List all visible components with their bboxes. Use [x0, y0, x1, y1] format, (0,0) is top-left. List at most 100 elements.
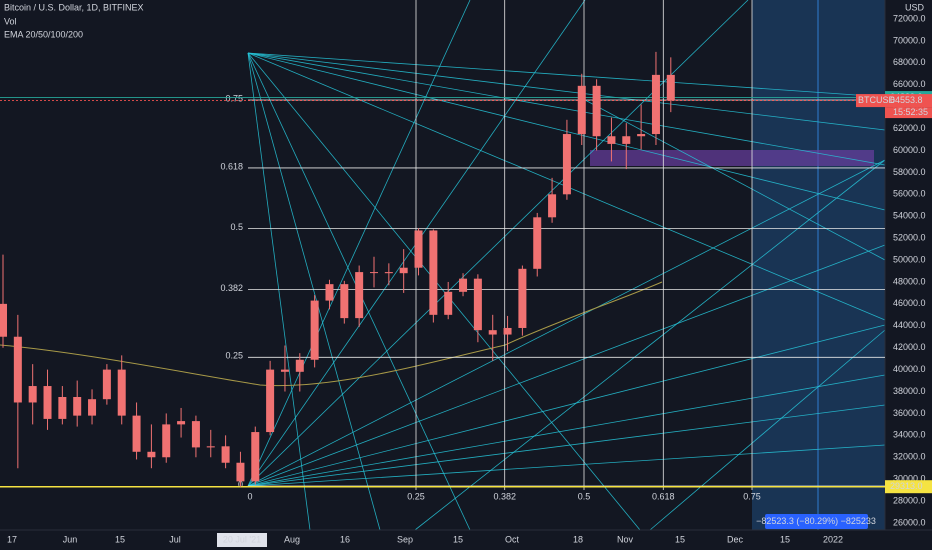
- y-tick-label: 70000.0: [893, 35, 926, 45]
- candle-body: [577, 85, 586, 135]
- candle-body: [637, 134, 646, 137]
- candle-body: [533, 217, 542, 269]
- indicator: Vol: [4, 16, 17, 26]
- candle-body: [266, 369, 275, 433]
- y-tick-label: 26000.0: [893, 517, 926, 527]
- x-tick-label: 20 Jul '21: [223, 534, 261, 544]
- candle-body: [73, 397, 82, 416]
- price-label: 64553.8: [890, 95, 923, 105]
- candle-body: [58, 397, 67, 419]
- candle-body: [399, 267, 408, 274]
- y-tick-label: 68000.0: [893, 57, 926, 67]
- fib-time-label: 0.75: [743, 491, 761, 501]
- fib-level-label: 0.382: [220, 283, 243, 293]
- fib-time-label: 0.5: [578, 491, 591, 501]
- candle-body: [132, 415, 141, 452]
- candle-body: [444, 291, 453, 315]
- y-tick-label: 52000.0: [893, 233, 926, 243]
- y-tick-label: 66000.0: [893, 79, 926, 89]
- fib-time-label: 0.618: [652, 491, 675, 501]
- candle-body: [414, 230, 423, 268]
- fib-level-label: 0.5: [230, 222, 243, 232]
- candles: [0, 51, 675, 487]
- x-tick-label: Jun: [63, 534, 78, 544]
- zone-box: [590, 150, 874, 166]
- candle-body: [251, 432, 260, 482]
- candle-body: [607, 136, 616, 144]
- x-tick-label: Aug: [284, 534, 300, 544]
- candle-body: [592, 85, 601, 137]
- measure-label: −82523.3 (−80.29%) −825233: [756, 516, 876, 526]
- x-tick-label: 15: [453, 534, 463, 544]
- y-tick-label: 44000.0: [893, 320, 926, 330]
- y-tick-label: 72000.0: [893, 13, 926, 23]
- price-label: 29313.0: [890, 481, 923, 491]
- candle-body: [370, 272, 378, 274]
- x-tick-label: 17: [7, 534, 17, 544]
- y-tick-label: 56000.0: [893, 189, 926, 199]
- candle-body: [13, 336, 22, 403]
- candle-body: [191, 421, 200, 448]
- candle-body: [503, 327, 512, 335]
- date-label-bg: [217, 533, 267, 547]
- y-tick-label: 60000.0: [893, 145, 926, 155]
- price-label-bg: [885, 94, 932, 108]
- candle-body: [0, 303, 7, 337]
- candle-body: [221, 446, 230, 463]
- chart-title: Bitcoin / U.S. Dollar, 1D, BITFINEX: [4, 2, 144, 12]
- candle-body: [236, 462, 245, 482]
- x-tick-label: Jul: [169, 534, 181, 544]
- countdown-bg: [885, 107, 932, 119]
- x-tick-label: Sep: [397, 534, 413, 544]
- ema-line: [0, 281, 663, 387]
- candle-body: [622, 136, 631, 144]
- x-tick-label: 15: [675, 534, 685, 544]
- candle-body: [355, 272, 364, 319]
- indicator: EMA 20/50/100/200: [4, 29, 83, 39]
- fib-time-label: 0.25: [407, 491, 425, 501]
- x-tick-label: Dec: [727, 534, 744, 544]
- fib-level-label: 0.75: [225, 93, 243, 103]
- x-tick-label: Nov: [617, 534, 634, 544]
- y-tick-label: 30000.0: [893, 474, 926, 484]
- candle-body: [280, 369, 289, 372]
- y-tick-label: 40000.0: [893, 364, 926, 374]
- candle-body: [666, 74, 675, 101]
- candle-body: [562, 134, 571, 195]
- y-tick-label: 58000.0: [893, 167, 926, 177]
- measure-bg: [765, 514, 868, 529]
- candle-body: [162, 424, 171, 458]
- price-label-bg: [885, 480, 932, 494]
- candle-body: [651, 74, 660, 135]
- candle-body: [295, 359, 304, 372]
- countdown: 15:52:35: [893, 107, 928, 117]
- candle-body: [488, 330, 497, 335]
- candle-body: [28, 386, 37, 403]
- fib-level-label: 0.25: [225, 351, 243, 361]
- candle-body: [548, 194, 557, 218]
- candle-body: [325, 284, 334, 301]
- candle-body: [117, 369, 126, 416]
- y-tick-label: 54000.0: [893, 211, 926, 221]
- x-tick-label: 15: [780, 534, 790, 544]
- candle-body: [43, 386, 52, 419]
- candle-body: [518, 268, 527, 328]
- x-tick-label: 2022: [823, 534, 843, 544]
- symbol-label: BTCUSD: [858, 95, 896, 105]
- y-tick-label: 34000.0: [893, 430, 926, 440]
- y-tick-label: 48000.0: [893, 276, 926, 286]
- y-tick-label: 46000.0: [893, 298, 926, 308]
- candle-body: [310, 300, 319, 360]
- candle-body: [206, 446, 215, 448]
- candle-body: [340, 284, 349, 319]
- candle-body: [473, 278, 482, 331]
- candle-body: [429, 230, 438, 315]
- y-tick-label: 28000.0: [893, 495, 926, 505]
- fib-time-label: 0: [247, 491, 252, 501]
- symbol-bg: [856, 94, 885, 108]
- y-tick-label: 32000.0: [893, 452, 926, 462]
- currency: USD: [905, 2, 925, 12]
- fib-level-label: 0.618: [220, 161, 243, 171]
- candle-body: [147, 451, 156, 458]
